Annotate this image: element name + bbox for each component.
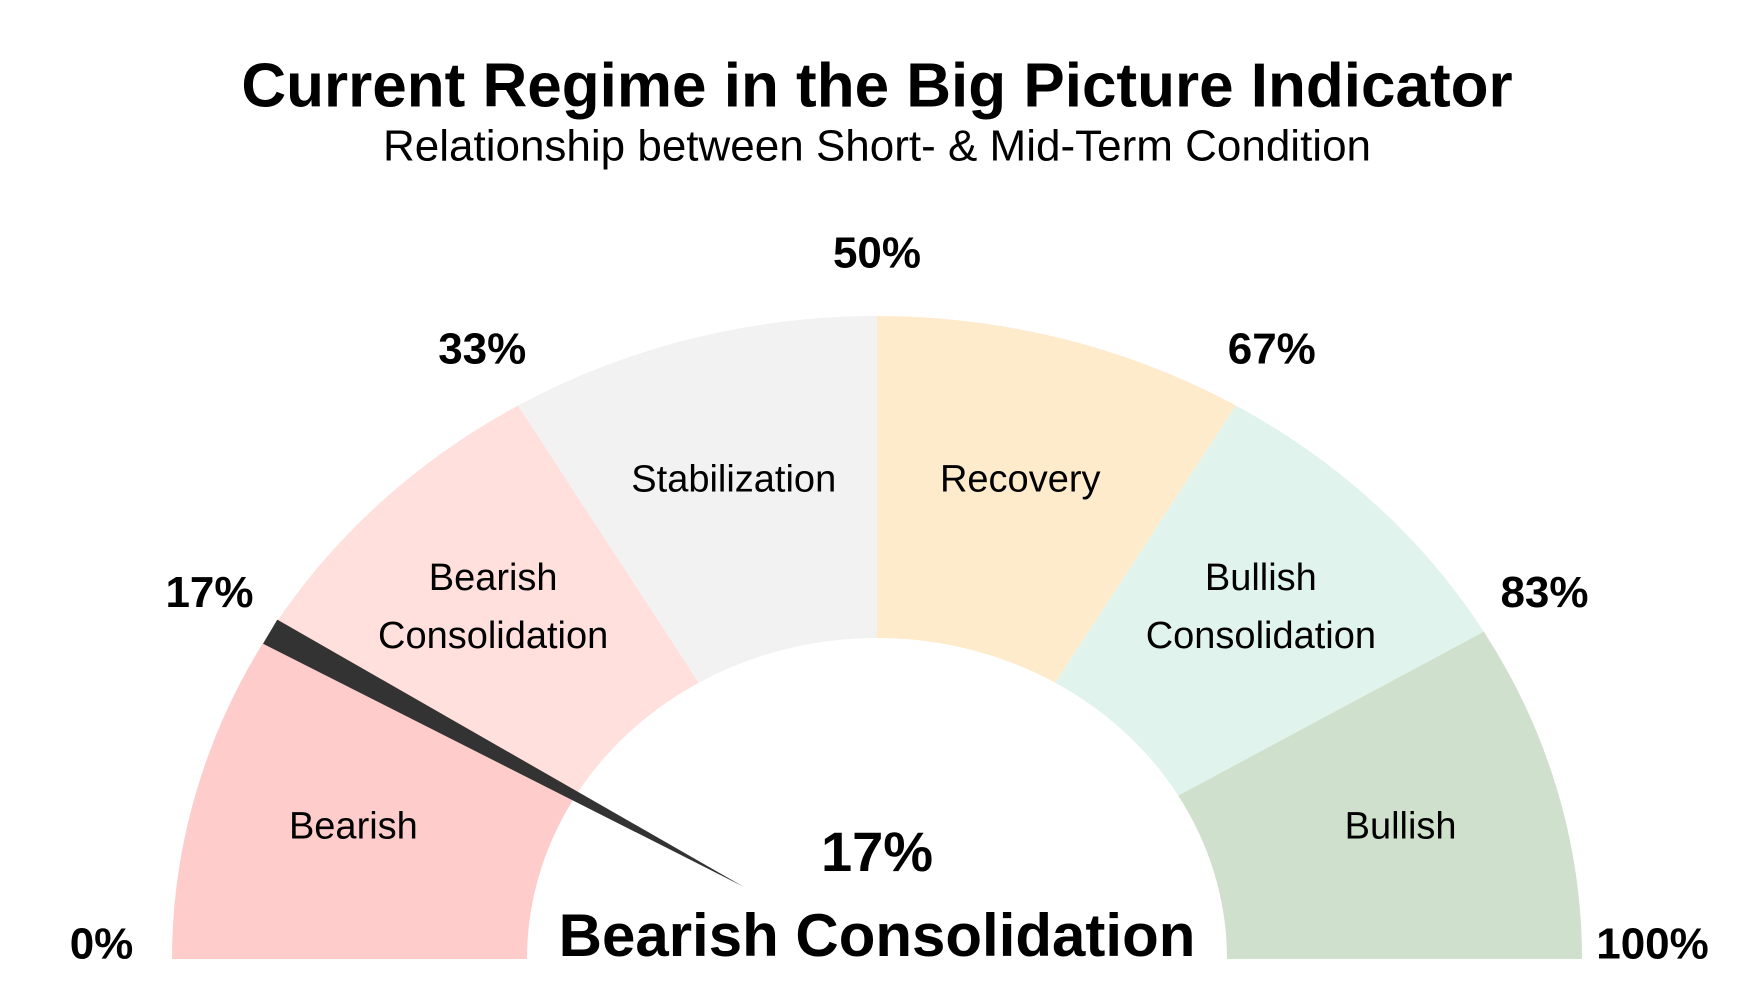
tick-label: 33%: [438, 325, 526, 374]
gauge-segment: [1178, 631, 1582, 959]
gauge-segment: [270, 405, 699, 796]
chart-title: Current Regime in the Big Picture Indica…: [241, 51, 1512, 120]
tick-label: 17%: [165, 568, 253, 617]
tick-label: 83%: [1500, 568, 1588, 617]
segment-label: Recovery: [940, 458, 1101, 500]
chart-subtitle: Relationship between Short- & Mid-Term C…: [383, 122, 1371, 171]
tick-label: 100%: [1596, 920, 1709, 969]
gauge-segment: [877, 316, 1236, 683]
needle: [263, 619, 744, 887]
tick-label: 0%: [70, 920, 134, 969]
segment-label: Bullish: [1345, 805, 1457, 847]
gauge: [172, 316, 1582, 959]
segment-label: Bullish Consolidation: [1146, 557, 1376, 657]
regime-label: Bearish Consolidation: [559, 902, 1196, 969]
gauge-segment: [1055, 405, 1484, 796]
segment-label: Bearish: [289, 805, 418, 847]
segment-label: Stabilization: [631, 458, 836, 500]
gauge-segment: [518, 316, 877, 683]
labels: Bearish Bearish Consolidation Stabilization…: [70, 228, 1709, 968]
tick-label: 67%: [1228, 325, 1316, 374]
gauge-value: 17%: [821, 820, 933, 883]
gauge-segment: [172, 631, 576, 959]
segment-label: Bearish Consolidation: [378, 557, 608, 657]
tick-label: 50%: [833, 228, 921, 277]
